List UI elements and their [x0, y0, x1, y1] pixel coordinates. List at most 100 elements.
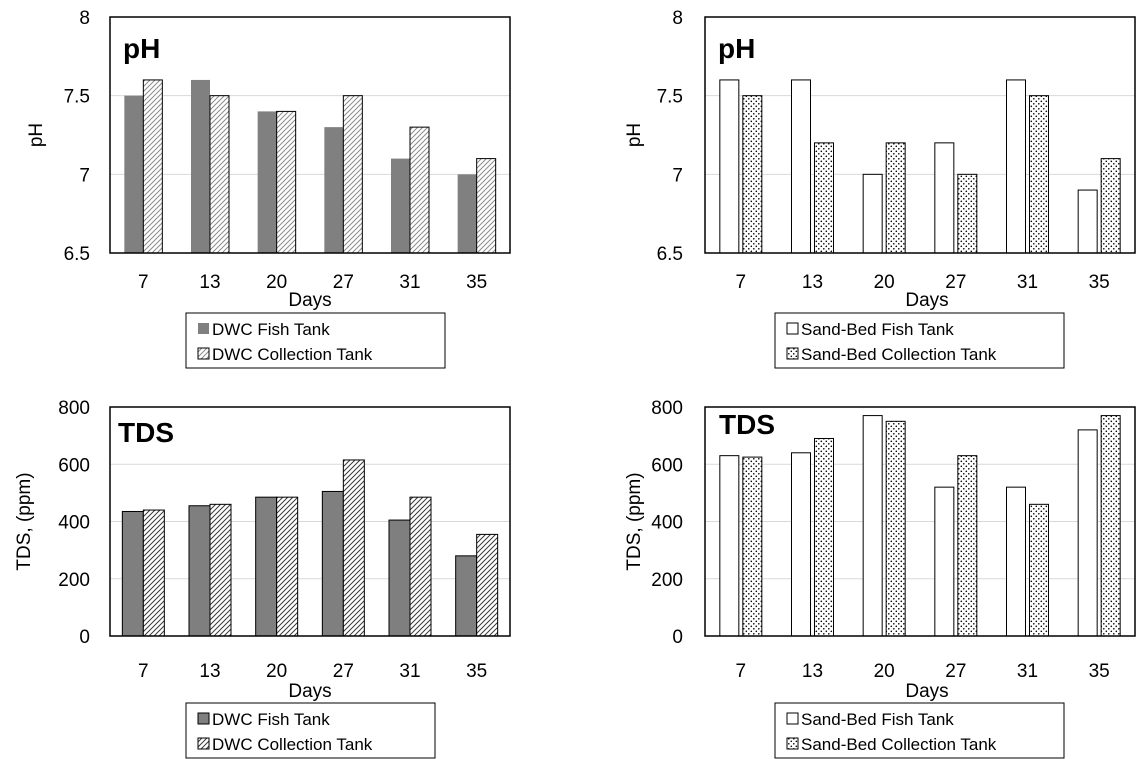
plot-area: [109, 406, 511, 637]
legend-label: DWC Fish Tank: [212, 320, 330, 339]
bar-sand-bed-collection-tank-day-35: [1100, 158, 1121, 254]
legend-swatch: [786, 737, 799, 750]
legend-label: DWC Fish Tank: [212, 710, 330, 729]
bar-sand-bed-collection-tank-day-7: [742, 95, 763, 254]
legend: DWC Fish Tank DWC Collection Tank: [185, 312, 446, 369]
x-tick-label: 13: [199, 272, 220, 293]
bar-sand-bed-collection-tank-day-13: [814, 437, 834, 637]
bar-sand-bed-fish-tank-day-7: [719, 455, 740, 637]
bar-sand-bed-fish-tank-day-13: [791, 452, 811, 637]
y-tick-label: 800: [651, 398, 683, 419]
y-tick-label: 0: [672, 627, 683, 648]
y-axis-label: TDS, (ppm): [14, 472, 35, 570]
x-tick-label: 35: [466, 661, 487, 682]
y-tick-label: 6.5: [64, 244, 90, 265]
x-tick-label: 20: [874, 661, 895, 682]
legend-swatch: [197, 737, 210, 750]
y-tick-label: 400: [58, 513, 90, 534]
y-tick-label: 400: [651, 513, 683, 534]
y-axis-label: pH: [624, 123, 645, 147]
legend-swatch: [198, 323, 209, 334]
legend-swatch: [786, 347, 799, 360]
legend-label: Sand-Bed Collection Tank: [801, 345, 997, 364]
bar-sand-bed-fish-tank-day-20: [862, 415, 883, 637]
x-axis-label: Days: [288, 681, 331, 702]
bar-dwc-fish-tank-day-20: [255, 496, 278, 637]
chart-title: TDS: [719, 409, 775, 440]
bar-dwc-collection-tank-day-20: [276, 496, 299, 637]
legend: DWC Fish Tank DWC Collection Tank: [185, 702, 436, 759]
bar-sand-bed-fish-tank-day-20: [862, 173, 883, 254]
y-axis-label: TDS, (ppm): [624, 472, 645, 570]
bar-dwc-fish-tank-day-35: [457, 174, 477, 253]
bar-sand-bed-collection-tank-day-31: [1029, 95, 1049, 254]
bar-sand-bed-collection-tank-day-35: [1100, 415, 1121, 637]
x-tick-label: 35: [1089, 661, 1110, 682]
x-tick-label: 27: [333, 661, 354, 682]
y-tick-label: 8: [672, 8, 683, 29]
x-tick-label: 20: [874, 272, 895, 293]
legend-box: [185, 312, 446, 369]
y-tick-label: 200: [651, 570, 683, 591]
bar-dwc-fish-tank-day-7: [124, 95, 144, 254]
legend-box: [774, 702, 1065, 759]
x-tick-label: 31: [1017, 272, 1038, 293]
bar-dwc-collection-tank-day-27: [342, 459, 365, 637]
bar-sand-bed-collection-tank-day-31: [1029, 503, 1049, 637]
plot-area: [704, 16, 1136, 254]
bar-dwc-fish-tank-day-20: [257, 111, 277, 254]
bar-dwc-fish-tank-day-35: [455, 555, 478, 637]
bar-dwc-fish-tank-day-7: [121, 510, 144, 637]
bar-sand-bed-collection-tank-day-27: [957, 173, 978, 254]
bar-dwc-collection-tank-day-7: [142, 509, 165, 637]
legend-swatch: [786, 712, 799, 725]
legend-label: DWC Collection Tank: [212, 735, 373, 754]
bar-dwc-collection-tank-day-35: [476, 158, 497, 254]
bar-sand-bed-fish-tank-day-27: [934, 142, 955, 254]
legend-label: Sand-Bed Fish Tank: [801, 710, 954, 729]
bar-sand-bed-collection-tank-day-20: [885, 420, 906, 637]
bar-dwc-fish-tank-day-27: [321, 490, 344, 637]
x-axis-label: Days: [905, 290, 948, 311]
bar-dwc-collection-tank-day-13: [209, 503, 232, 637]
x-axis-label: Days: [905, 681, 948, 702]
y-tick-label: 7: [79, 165, 90, 186]
x-tick-label: 13: [802, 661, 823, 682]
bar-dwc-collection-tank-day-27: [342, 95, 363, 254]
y-tick-label: 8: [79, 8, 90, 29]
chart-title: pH: [718, 33, 755, 64]
chart-panel-3: 0 200 400 600 800 7 13 20 27 31 35 TDS TDS, (ppm) Day…: [14, 398, 511, 759]
x-tick-label: 31: [399, 661, 420, 682]
bar-dwc-collection-tank-day-35: [476, 533, 499, 637]
x-tick-label: 20: [266, 661, 287, 682]
x-tick-label: 35: [1089, 272, 1110, 293]
bar-dwc-collection-tank-day-7: [142, 79, 163, 254]
legend-swatch: [786, 322, 799, 335]
chart-title: pH: [123, 33, 160, 64]
x-tick-label: 31: [1017, 661, 1038, 682]
x-axis-label: Days: [288, 290, 331, 311]
bar-dwc-fish-tank-day-13: [191, 79, 210, 253]
y-tick-label: 600: [58, 455, 90, 476]
legend-swatch: [197, 712, 210, 725]
bar-sand-bed-fish-tank-day-31: [1006, 79, 1026, 254]
panels: 6.5 7 7.5 8 7 13 20 27 31 35 pH pH Days DWC Fish Tank…: [14, 8, 1136, 759]
y-tick-label: 7.5: [657, 87, 683, 108]
x-tick-label: 20: [266, 272, 287, 293]
bar-sand-bed-fish-tank-day-27: [934, 486, 955, 637]
bar-dwc-collection-tank-day-31: [409, 126, 430, 254]
legend: Sand-Bed Fish Tank Sand-Bed Collection Ta…: [774, 312, 1065, 369]
bar-sand-bed-fish-tank-day-35: [1077, 189, 1098, 254]
legend-box: [185, 702, 436, 759]
y-tick-label: 7: [672, 165, 683, 186]
bar-dwc-fish-tank-day-13: [188, 505, 211, 637]
y-tick-label: 6.5: [657, 244, 683, 265]
legend-swatch: [197, 347, 210, 360]
bar-sand-bed-fish-tank-day-35: [1077, 429, 1098, 637]
plot-area: [109, 16, 511, 254]
x-tick-label: 31: [399, 272, 420, 293]
plot-area: [704, 406, 1136, 637]
